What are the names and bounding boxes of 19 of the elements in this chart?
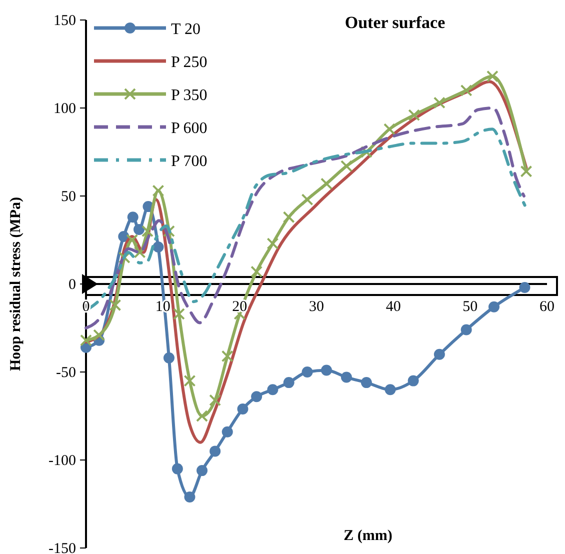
y-tick-label: -50 [56, 365, 76, 381]
y-tick-label: 100 [54, 101, 76, 117]
x-tick-label: 50 [462, 299, 478, 315]
y-tick-label: 50 [61, 189, 76, 205]
legend-label: P 600 [171, 120, 208, 137]
chart-title: Outer surface [344, 13, 446, 32]
legend-label: P 700 [171, 153, 208, 170]
legend-label: T 20 [171, 21, 200, 38]
y-tick-label: 0 [68, 277, 76, 293]
x-tick-label: 30 [309, 299, 324, 315]
legend-label: P 350 [171, 87, 208, 104]
x-tick-label: 60 [540, 299, 554, 315]
y-axis-title: Hoop residual stress (MPa) [8, 196, 24, 372]
x-tick-label: 40 [386, 299, 401, 315]
y-tick-label: 150 [54, 13, 76, 29]
legend-label: P 250 [171, 54, 208, 71]
y-tick-label: -100 [48, 453, 76, 469]
x-axis-title: Z (mm) [344, 528, 392, 544]
y-tick-label: -150 [48, 541, 76, 554]
